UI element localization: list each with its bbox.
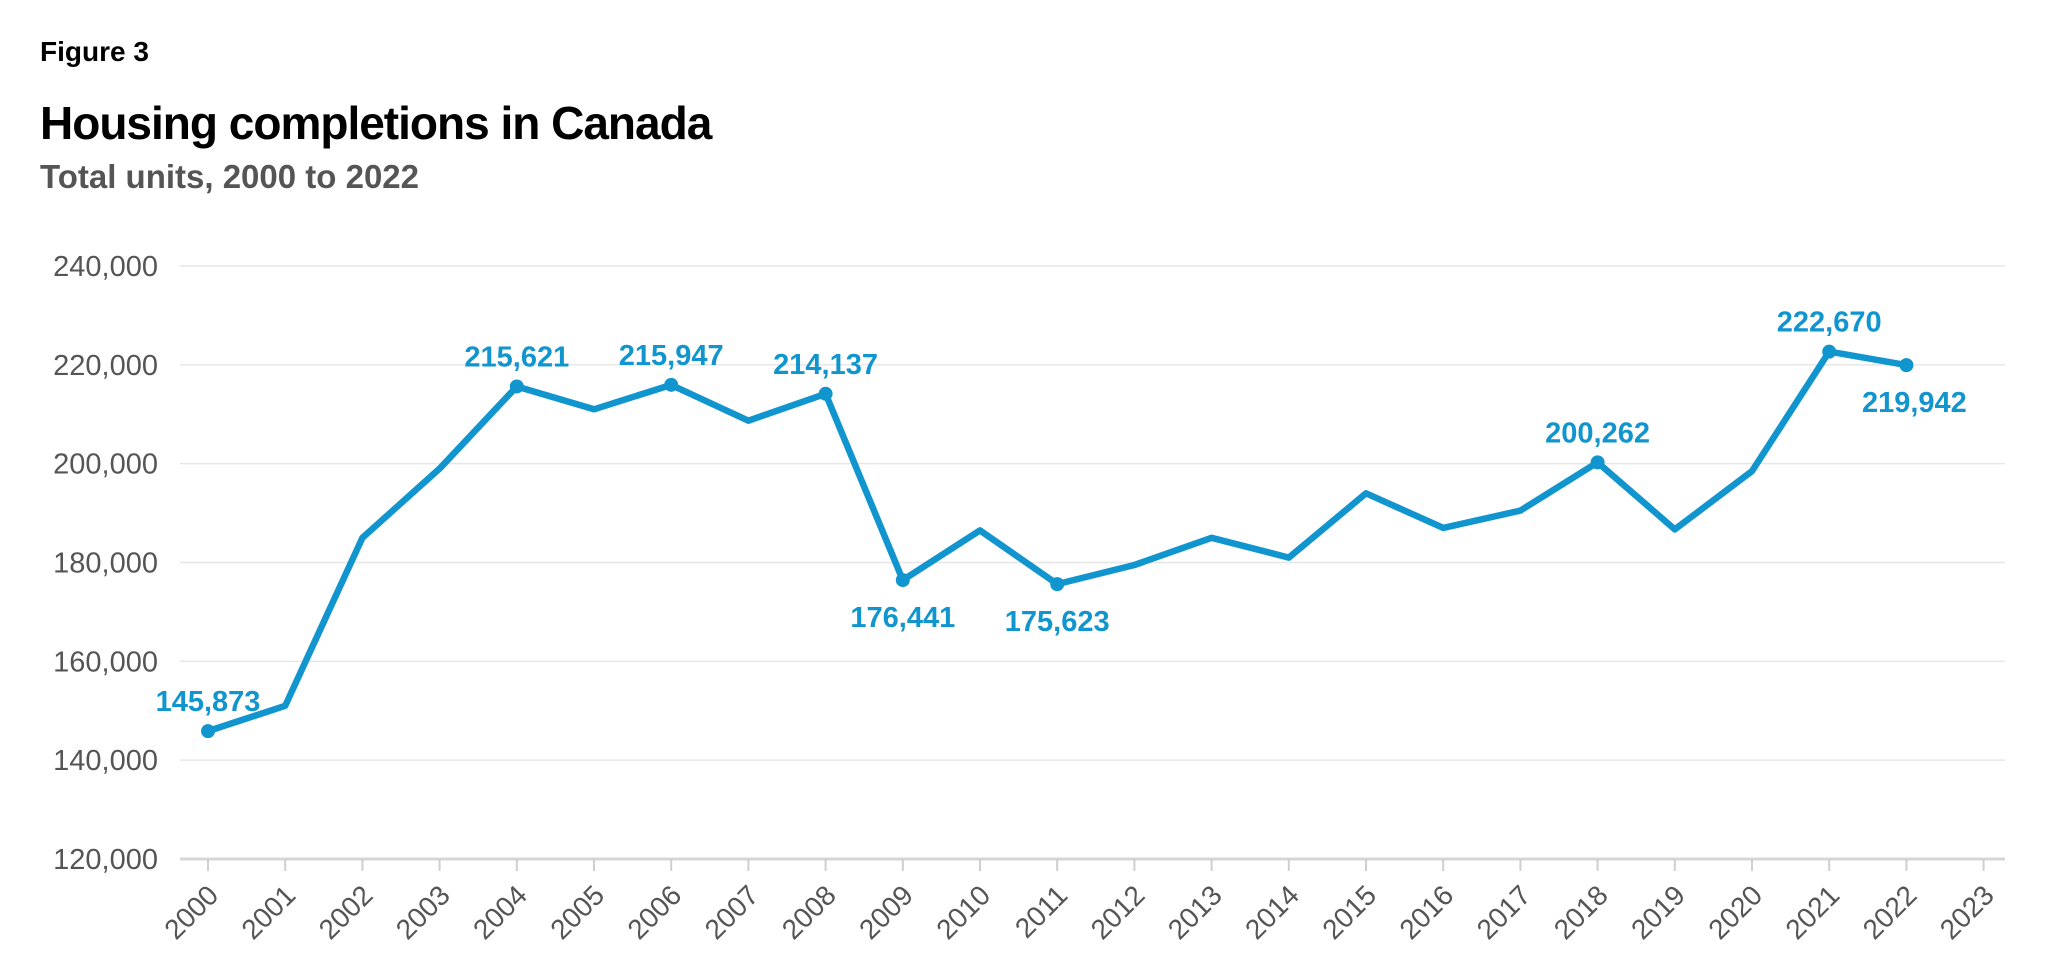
data-point-marker xyxy=(1899,358,1914,373)
x-tick-label: 2010 xyxy=(930,879,996,945)
figure-label: Figure 3 xyxy=(40,36,149,67)
x-tick-label: 2000 xyxy=(158,879,224,945)
x-tick-label: 2017 xyxy=(1471,879,1537,945)
y-tick-label: 180,000 xyxy=(53,548,158,580)
data-point-marker xyxy=(1050,577,1065,592)
y-tick-label: 220,000 xyxy=(53,350,158,382)
data-points xyxy=(201,344,1914,739)
x-tick-label: 2005 xyxy=(544,879,610,945)
data-point-marker xyxy=(1590,455,1605,470)
data-label: 200,262 xyxy=(1545,417,1650,449)
x-tick-label: 2019 xyxy=(1625,879,1691,945)
series-line xyxy=(204,348,1910,735)
x-tick-label: 2003 xyxy=(390,879,456,945)
data-point-marker xyxy=(1822,344,1837,359)
data-label: 222,670 xyxy=(1777,307,1882,339)
x-tick-label: 2008 xyxy=(776,879,842,945)
x-tick-label: 2021 xyxy=(1779,879,1845,945)
gridlines xyxy=(180,265,2005,761)
data-label: 176,441 xyxy=(850,602,955,634)
x-tick-label: 2022 xyxy=(1857,879,1923,945)
x-tick-label: 2002 xyxy=(313,879,379,945)
y-tick-label: 160,000 xyxy=(53,646,158,678)
x-tick-label: 2009 xyxy=(853,879,919,945)
x-tick-label: 2013 xyxy=(1162,879,1228,945)
x-tick-label: 2011 xyxy=(1009,879,1074,944)
x-tick-label: 2020 xyxy=(1702,879,1768,945)
y-tick-label: 140,000 xyxy=(53,745,158,777)
y-tick-label: 120,000 xyxy=(53,844,158,876)
data-point-marker xyxy=(664,377,679,392)
data-label: 145,873 xyxy=(156,686,261,718)
y-axis-ticks: 120,000 140,000 160,000 180,000 200,000 220,0… xyxy=(53,251,158,876)
x-tick-label: 2015 xyxy=(1316,879,1382,945)
y-tick-label: 200,000 xyxy=(53,449,158,481)
data-point-marker xyxy=(818,386,833,401)
x-tick-label: 2001 xyxy=(235,879,301,945)
data-label: 175,623 xyxy=(1005,606,1110,638)
x-tick-label: 2007 xyxy=(699,879,765,945)
x-tick-label: 2006 xyxy=(621,879,687,945)
data-point-marker xyxy=(895,573,910,588)
chart-subtitle: Total units, 2000 to 2022 xyxy=(40,158,420,195)
x-tick-label: 2004 xyxy=(467,879,533,945)
data-point-marker xyxy=(509,379,524,394)
data-label: 215,947 xyxy=(619,340,724,372)
x-axis-ticks: 2000 2001 2002 2003 2004 2005 2006 2007 2008 2009… xyxy=(158,859,2000,945)
y-tick-label: 240,000 xyxy=(53,251,158,283)
data-label: 214,137 xyxy=(773,349,878,381)
data-label: 219,942 xyxy=(1862,387,1967,419)
x-tick-label: 2023 xyxy=(1934,879,2000,945)
x-tick-label: 2014 xyxy=(1239,879,1305,945)
data-labels: 145,873 215,621 215,947 214,137 176,441 175,6… xyxy=(156,307,1967,719)
x-tick-label: 2016 xyxy=(1393,879,1459,945)
data-point-marker xyxy=(201,724,215,739)
chart-title: Housing completions in Canada xyxy=(40,97,712,149)
x-tick-label: 2018 xyxy=(1548,879,1614,945)
x-tick-label: 2012 xyxy=(1085,879,1151,945)
data-label: 215,621 xyxy=(464,341,569,373)
